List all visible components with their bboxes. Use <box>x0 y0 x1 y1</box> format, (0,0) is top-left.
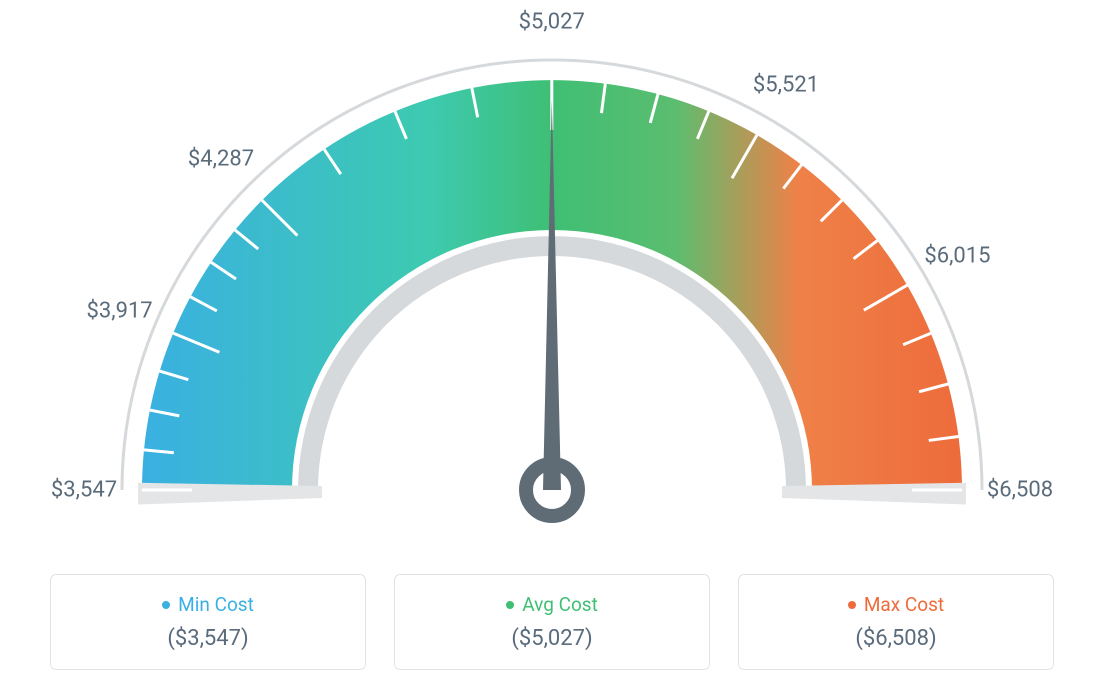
legend-dot-min <box>162 601 170 609</box>
legend-value-min: ($3,547) <box>167 626 248 651</box>
gauge-tick-label: $6,015 <box>924 244 990 269</box>
gauge-tick-label: $3,917 <box>87 298 153 323</box>
gauge-svg <box>0 0 1104 540</box>
legend-row: Min Cost ($3,547) Avg Cost ($5,027) Max … <box>0 574 1104 670</box>
legend-card-avg: Avg Cost ($5,027) <box>394 574 710 670</box>
legend-value-avg: ($5,027) <box>511 626 592 651</box>
legend-title-avg: Avg Cost <box>522 593 598 616</box>
gauge-tick-label: $5,027 <box>519 10 585 35</box>
gauge-tick-label: $5,521 <box>753 72 819 97</box>
gauge-tick-label: $6,508 <box>987 478 1053 503</box>
legend-title-max: Max Cost <box>864 593 944 616</box>
cost-gauge: $3,547 $3,917 $4,287 $5,027 $5,521 $6,015 $6,5… <box>0 0 1104 540</box>
legend-value-max: ($6,508) <box>855 626 936 651</box>
legend-card-max: Max Cost ($6,508) <box>738 574 1054 670</box>
legend-title-min: Min Cost <box>178 593 254 616</box>
gauge-tick-label: $3,547 <box>51 478 117 503</box>
legend-dot-max <box>848 601 856 609</box>
legend-card-min: Min Cost ($3,547) <box>50 574 366 670</box>
legend-dot-avg <box>506 601 514 609</box>
gauge-tick-label: $4,287 <box>188 147 254 172</box>
